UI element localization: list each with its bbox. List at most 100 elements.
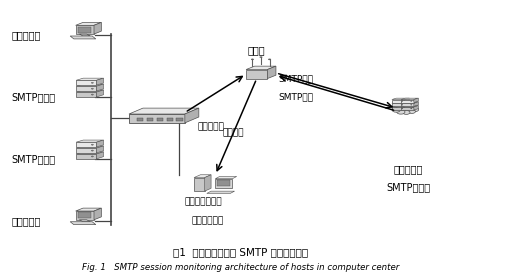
- Circle shape: [392, 105, 402, 111]
- Text: 路由器: 路由器: [248, 45, 266, 55]
- Polygon shape: [246, 66, 276, 70]
- Text: SMTP响应: SMTP响应: [278, 92, 313, 101]
- Circle shape: [91, 88, 94, 89]
- Polygon shape: [70, 222, 96, 225]
- Polygon shape: [76, 90, 104, 92]
- Polygon shape: [129, 108, 199, 114]
- Polygon shape: [76, 142, 97, 147]
- Polygon shape: [97, 90, 104, 97]
- Polygon shape: [267, 66, 276, 79]
- Text: 反射交互: 反射交互: [222, 129, 244, 138]
- Polygon shape: [78, 213, 91, 218]
- Polygon shape: [405, 98, 409, 103]
- Polygon shape: [401, 98, 419, 100]
- Text: SMTP服务器: SMTP服务器: [12, 154, 56, 164]
- Polygon shape: [194, 178, 205, 191]
- Polygon shape: [76, 211, 94, 220]
- Polygon shape: [392, 102, 409, 103]
- Circle shape: [91, 144, 94, 145]
- Text: SMTP服务器: SMTP服务器: [12, 92, 56, 102]
- Circle shape: [408, 109, 415, 113]
- Polygon shape: [76, 140, 104, 142]
- Polygon shape: [76, 92, 97, 97]
- Bar: [147, 118, 153, 121]
- Circle shape: [411, 104, 412, 105]
- Text: 外部互联网: 外部互联网: [393, 164, 423, 174]
- Text: 的监控宿主机: 的监控宿主机: [192, 216, 224, 225]
- Polygon shape: [205, 175, 211, 191]
- Polygon shape: [76, 78, 104, 80]
- Text: SMTP请求: SMTP请求: [278, 75, 313, 84]
- Polygon shape: [97, 140, 104, 147]
- Polygon shape: [76, 84, 104, 86]
- Polygon shape: [94, 208, 101, 220]
- Polygon shape: [76, 22, 101, 25]
- Polygon shape: [392, 98, 409, 100]
- Polygon shape: [401, 107, 414, 110]
- Text: Fig. 1   SMTP session monitoring architecture of hosts in computer center: Fig. 1 SMTP session monitoring architect…: [82, 263, 399, 272]
- Circle shape: [402, 103, 412, 108]
- Polygon shape: [79, 34, 90, 36]
- Polygon shape: [76, 152, 104, 154]
- Polygon shape: [405, 102, 409, 106]
- Polygon shape: [401, 103, 414, 106]
- Polygon shape: [78, 27, 91, 33]
- Bar: [176, 118, 182, 121]
- Bar: [137, 118, 144, 121]
- Polygon shape: [392, 107, 405, 110]
- Polygon shape: [76, 154, 97, 159]
- Circle shape: [410, 107, 419, 112]
- Polygon shape: [218, 180, 230, 186]
- Polygon shape: [129, 114, 185, 123]
- Polygon shape: [401, 106, 419, 107]
- Polygon shape: [76, 146, 104, 148]
- Polygon shape: [79, 220, 90, 222]
- Polygon shape: [76, 25, 94, 34]
- Polygon shape: [401, 102, 419, 103]
- Polygon shape: [70, 36, 96, 39]
- Text: 二层交换机: 二层交换机: [197, 122, 224, 131]
- Polygon shape: [401, 100, 414, 103]
- Polygon shape: [97, 152, 104, 159]
- Circle shape: [402, 104, 403, 105]
- Text: 个人计算机: 个人计算机: [12, 30, 41, 40]
- Polygon shape: [76, 80, 97, 85]
- Polygon shape: [215, 177, 237, 179]
- Polygon shape: [97, 78, 104, 85]
- Text: 配有网络监控卡: 配有网络监控卡: [184, 197, 222, 207]
- Polygon shape: [94, 22, 101, 34]
- Polygon shape: [392, 100, 405, 103]
- Text: 个人计算机: 个人计算机: [12, 216, 41, 226]
- Circle shape: [251, 59, 254, 60]
- Polygon shape: [76, 148, 97, 153]
- Circle shape: [411, 108, 412, 109]
- Circle shape: [91, 150, 94, 151]
- Circle shape: [402, 108, 403, 109]
- Circle shape: [407, 105, 416, 109]
- Polygon shape: [414, 106, 419, 110]
- Text: SMTP服务器: SMTP服务器: [386, 182, 430, 192]
- Circle shape: [260, 56, 263, 58]
- Circle shape: [403, 111, 410, 114]
- Bar: [157, 118, 163, 121]
- Polygon shape: [185, 108, 199, 123]
- Polygon shape: [194, 175, 211, 178]
- Circle shape: [392, 108, 401, 112]
- Polygon shape: [76, 208, 101, 211]
- Polygon shape: [414, 98, 419, 103]
- Circle shape: [91, 156, 94, 157]
- Circle shape: [91, 82, 94, 83]
- Polygon shape: [97, 146, 104, 153]
- Circle shape: [396, 103, 408, 109]
- Circle shape: [397, 110, 405, 114]
- Polygon shape: [76, 86, 97, 91]
- Circle shape: [91, 94, 94, 95]
- Polygon shape: [246, 70, 267, 79]
- Polygon shape: [392, 106, 409, 107]
- Polygon shape: [97, 84, 104, 91]
- Polygon shape: [392, 103, 405, 106]
- Polygon shape: [207, 191, 235, 193]
- Circle shape: [268, 59, 271, 60]
- Polygon shape: [215, 179, 233, 188]
- Polygon shape: [405, 106, 409, 110]
